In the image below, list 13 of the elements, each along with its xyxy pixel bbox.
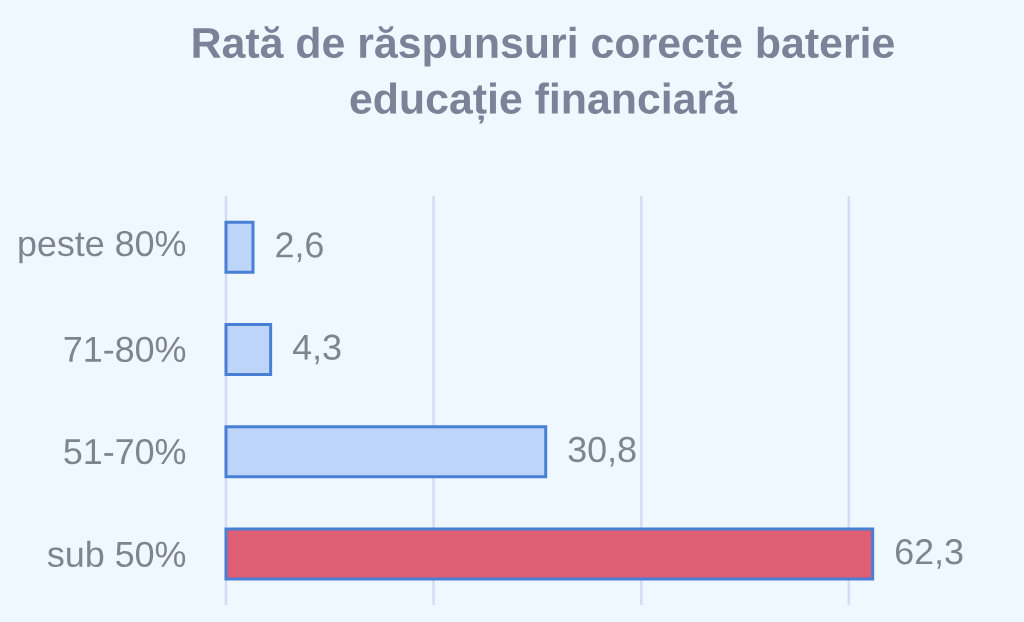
- bar: [224, 220, 255, 274]
- data-label: 62,3: [896, 539, 963, 569]
- y-tick-label: sub 50%: [47, 540, 186, 568]
- y-tick-label: 71-80%: [64, 336, 186, 363]
- data-label: 2,6: [276, 232, 323, 262]
- bar: [224, 322, 273, 376]
- bar: [224, 527, 875, 581]
- y-tick-label: peste 80%: [19, 230, 186, 264]
- bar: [224, 425, 548, 479]
- data-label: 30,8: [568, 436, 636, 467]
- data-label: 4,3: [292, 334, 341, 365]
- chart-title: Rată de răspunsuri corecte baterie educație financiară: [193, 26, 894, 124]
- y-tick-label: 51-70%: [64, 438, 186, 465]
